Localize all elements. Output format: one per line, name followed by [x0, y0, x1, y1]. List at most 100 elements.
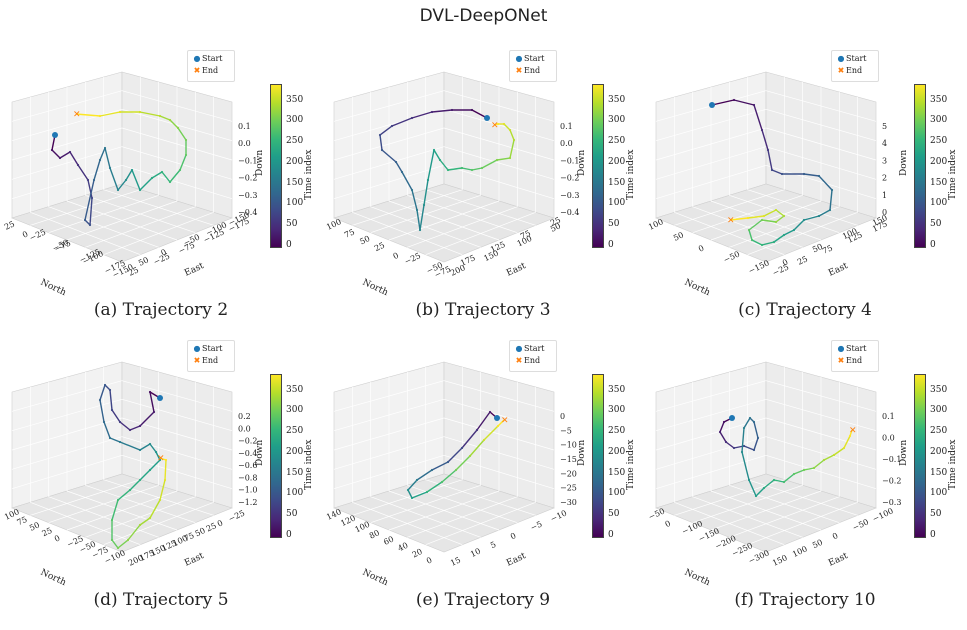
legend-entry-start: ● Start: [514, 343, 545, 355]
colorbar-tick-label: 100: [286, 198, 304, 209]
colorbar-tick-label: 50: [608, 219, 620, 230]
trajectory-point: [724, 440, 728, 444]
trajectory-point: [102, 420, 106, 424]
trajectory-point: [830, 188, 834, 192]
east-tick-label: 75: [821, 243, 834, 255]
trajectory-point: [742, 426, 746, 430]
legend-label-start: Start: [846, 54, 867, 63]
colorbar-tick-label: 50: [286, 219, 298, 230]
trajectory-segment: [129, 425, 141, 431]
north-tick-label: 60: [382, 534, 395, 546]
trajectory-segment: [503, 123, 511, 131]
east-tick-label: 0: [781, 258, 789, 268]
colorbar-tick-label: 0: [608, 530, 614, 540]
legend: ● Start ✖ End: [509, 50, 557, 82]
trajectory-segment: [441, 469, 457, 483]
start-dot-icon: ●: [193, 344, 201, 353]
east-tick-label: 0: [216, 518, 224, 528]
trajectory-point: [802, 468, 806, 472]
colorbar-tick-label: 200: [286, 156, 304, 167]
trajectory-segment: [104, 384, 111, 391]
trajectory-point: [150, 176, 154, 180]
north-axis-label: North: [361, 278, 390, 299]
figure-title: DVL-DeepONet: [419, 6, 548, 26]
trajectory-segment: [139, 111, 161, 117]
north-tick-label: 40: [396, 541, 409, 553]
trajectory-point: [762, 214, 766, 218]
colorbar-label: Time index: [304, 149, 314, 200]
trajectory-line: [378, 108, 516, 232]
start-dot-icon: ●: [837, 54, 845, 63]
down-tick-label: 3: [882, 156, 887, 165]
colorbar-tick-label: 150: [608, 177, 626, 188]
colorbar-label: Time index: [626, 149, 636, 200]
trajectory-segment: [93, 159, 101, 181]
trajectory-segment: [149, 391, 155, 413]
trajectory-segment: [829, 189, 833, 211]
trajectory-segment: [818, 209, 831, 217]
trajectory-segment: [99, 399, 105, 423]
down-tick-label: 0.2: [238, 412, 251, 421]
trajectory-segment: [139, 517, 151, 526]
east-tick-label: 25: [796, 254, 809, 266]
trajectory-segment: [761, 241, 775, 246]
start-marker: [709, 102, 715, 108]
trajectory-point: [68, 150, 72, 154]
trajectory-segment: [469, 439, 485, 457]
east-tick-label: 0: [831, 531, 839, 541]
trajectory-point: [126, 538, 130, 542]
trajectory-point: [752, 103, 756, 107]
subplot-caption: (d) Trajectory 5: [93, 590, 229, 610]
subplot-caption: (f) Trajectory 10: [734, 590, 876, 610]
down-tick-label: 1: [882, 191, 887, 200]
trajectory-point: [108, 436, 112, 440]
trajectory-point: [116, 546, 120, 550]
grid-lines: [655, 367, 877, 545]
east-tick-label: 50: [811, 538, 824, 550]
north-tick-label: 80: [368, 528, 381, 540]
trajectory-point: [747, 228, 751, 232]
east-tick-label: 25: [127, 265, 140, 277]
colorbar-tick-label: 0: [930, 530, 936, 540]
down-tick-label: 2: [882, 174, 887, 183]
trajectory-point: [422, 203, 426, 207]
trajectory-segment: [773, 234, 785, 243]
trajectory-segment: [84, 179, 95, 221]
east-axis-label: East: [505, 551, 528, 569]
trajectory-segment: [104, 147, 111, 169]
colorbar-tick-label: 50: [930, 219, 942, 230]
trajectory-segment: [455, 455, 471, 471]
trajectory-segment: [109, 437, 121, 443]
legend-entry-end: ✖ End: [514, 355, 540, 367]
colorbar-tick-label: 50: [608, 509, 620, 520]
trajectory-segment: [111, 499, 119, 521]
colorbar-tick-label: 0: [930, 240, 936, 250]
subplot-caption: (a) Trajectory 2: [93, 300, 229, 320]
trajectory-point: [782, 214, 786, 218]
north-tick-label: 0: [53, 534, 61, 544]
trajectory-point: [118, 110, 122, 114]
trajectory-point: [774, 220, 778, 224]
end-cross-icon: ✖: [837, 66, 845, 75]
trajectory-point: [83, 218, 87, 222]
trajectory-point: [158, 458, 162, 462]
start-marker: [52, 132, 58, 138]
trajectory-segment: [793, 219, 805, 231]
trajectory-segment: [748, 229, 753, 241]
trajectory-point: [410, 188, 414, 192]
axes3d: ✕ 0.10.0−0.1−0.2−0.3−0.4Down100500−507525…: [325, 71, 587, 299]
colorbar-tick-label: 250: [608, 426, 626, 437]
subplot-4: ✕ 0.2 0.0 −0.2 −0.4 −0.6 −0.8 −1.0 −1.2 Down 100 75…: [0, 330, 322, 630]
trajectory-point: [822, 458, 826, 462]
east-tick-label: 50: [811, 242, 824, 254]
colorbar-tick-label: 350: [608, 384, 626, 395]
trajectory-point: [760, 218, 764, 222]
down-tick-label: −0.6: [238, 461, 257, 470]
trajectory-line: [710, 98, 834, 247]
trajectory-segment: [439, 159, 449, 171]
north-tick-label: −150: [747, 258, 771, 275]
trajectory-point: [752, 420, 756, 424]
trajectory-point: [496, 122, 500, 126]
trajectory-point: [98, 398, 102, 402]
